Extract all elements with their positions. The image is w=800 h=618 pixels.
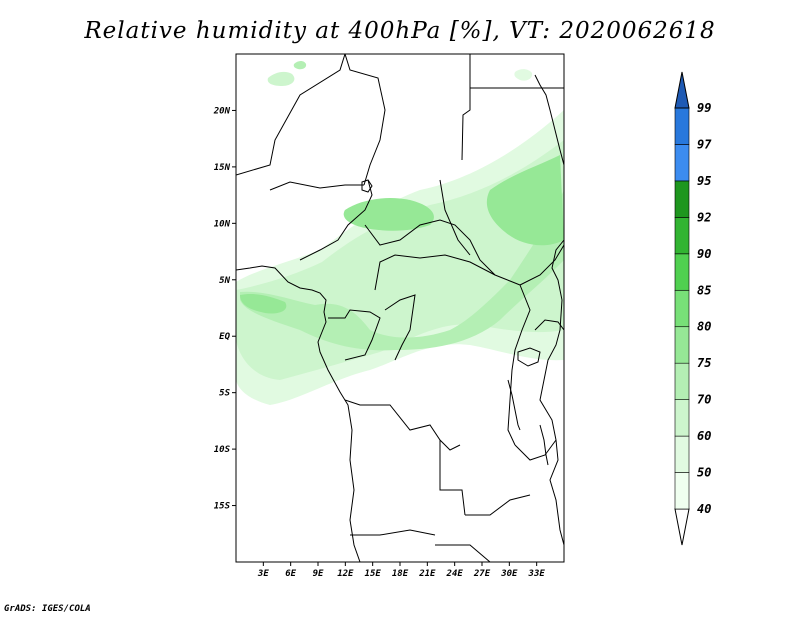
lat-tick-label: 20N	[213, 106, 231, 116]
colorbar-label: 97	[697, 137, 712, 151]
lon-tick-label: 12E	[337, 569, 354, 579]
coastline-red-sea	[534, 74, 564, 166]
colorbar-segment	[674, 253, 690, 291]
colorbar-segment	[674, 326, 690, 364]
colorbar-segment	[674, 435, 690, 473]
colorbar-over-triangle	[674, 71, 690, 109]
border-angola-north	[344, 399, 461, 451]
colorbar-label: 92	[697, 210, 711, 224]
lon-tick-label: 18E	[392, 569, 409, 579]
humidity-patch-east	[486, 155, 564, 246]
colorbar-label: 70	[697, 393, 711, 407]
colorbar-label: 40	[697, 502, 711, 516]
colorbar-label: 85	[697, 283, 711, 297]
lon-tick-label: 15E	[365, 569, 382, 579]
lat-tick-label: 5S	[219, 389, 230, 399]
humidity-band-strong	[240, 190, 564, 351]
lon-tick-label: 6E	[285, 569, 296, 579]
colorbar-label: 60	[697, 429, 711, 443]
border-namibia	[350, 529, 436, 536]
humidity-patch-sahara	[267, 71, 295, 86]
border-nigeria-cameroon	[299, 179, 373, 261]
border-ethiopia	[519, 244, 564, 286]
lon-tick-label: 33E	[528, 569, 546, 579]
lat-tick-label: 10N	[214, 219, 231, 229]
colorbar-segment	[674, 180, 690, 218]
lon-tick-label: 9E	[313, 569, 324, 579]
colorbar-segment	[674, 289, 690, 328]
border-car-north	[364, 219, 496, 276]
lon-tick-label: 24E	[446, 569, 464, 579]
border-car-south	[374, 254, 521, 291]
colorbar-segment	[674, 399, 690, 437]
lake-chad	[361, 179, 373, 193]
border-niger-nigeria	[269, 181, 364, 191]
colorbar-segment	[674, 144, 690, 182]
colorbar-segment	[674, 217, 690, 255]
humidity-patch-egypt	[514, 69, 533, 81]
border-angola-zambia	[439, 440, 466, 516]
coastline-west-africa	[236, 265, 361, 562]
lon-tick-label: 3E	[257, 569, 269, 579]
border-chad-sudan	[439, 179, 471, 256]
colorbar-label: 90	[697, 247, 711, 261]
lon-tick-label: 30E	[500, 569, 518, 579]
colorbar: 40 50 60 70 75 80 85 90 92 95 97 99	[674, 71, 712, 546]
colorbar-segment	[674, 472, 690, 510]
lat-tick-label: EQ	[219, 332, 230, 342]
colorbar-under-triangle	[674, 508, 690, 546]
border-zambia-zimbabwe	[465, 494, 531, 516]
lat-tick-label: 5N	[219, 276, 230, 286]
colorbar-label: 80	[697, 320, 711, 334]
colorbar-label: 50	[697, 466, 711, 480]
colorbar-segment	[674, 107, 690, 145]
colorbar-label: 75	[697, 356, 711, 370]
lake-tanganyika	[507, 379, 521, 431]
colorbar-label: 95	[697, 174, 711, 188]
humidity-field	[236, 61, 564, 405]
border-tanzania	[514, 439, 557, 461]
humidity-patch-west	[240, 293, 287, 314]
lat-tick-label: 15S	[214, 502, 231, 512]
border-niger-mali	[236, 54, 346, 176]
border-botswana	[435, 544, 491, 562]
border-gabon	[328, 309, 381, 361]
lake-malawi	[539, 424, 549, 466]
humidity-patch-sahara-2	[293, 61, 307, 70]
latitude-axis: 20N 15N 10N 5N EQ 5S 10S 15S	[213, 106, 236, 512]
lat-tick-label: 10S	[214, 445, 231, 455]
lon-tick-label: 21E	[418, 569, 436, 579]
longitude-axis: 3E 6E 9E 12E 15E 18E 21E 24E 27E 30E 33E	[257, 562, 545, 579]
coastline-east-africa	[539, 239, 564, 546]
lat-tick-label: 15N	[214, 163, 231, 173]
chart-title: Relative humidity at 400hPa [%], VT: 202…	[84, 18, 716, 44]
lon-tick-label: 27E	[473, 569, 491, 579]
colorbar-segment	[674, 362, 690, 400]
coastlines-and-borders	[236, 54, 564, 562]
border-algeria-libya	[344, 54, 386, 186]
border-congo-drc	[384, 294, 416, 361]
border-libya-egypt	[461, 54, 471, 161]
colorbar-label: 99	[697, 101, 711, 115]
grads-credit: GrADS: IGES/COLA	[4, 604, 91, 614]
border-uganda-kenya	[534, 319, 564, 331]
lake-victoria	[517, 347, 541, 367]
border-drc-east	[507, 284, 531, 446]
